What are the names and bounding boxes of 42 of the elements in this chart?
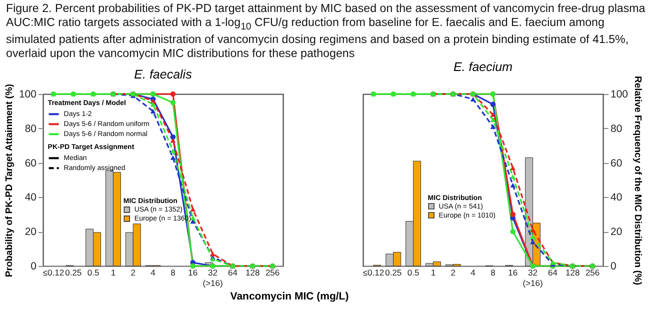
text: Figure 2. Percent probabilities of PK-PD target attainment by MIC based on the assessment of vancomycin free-drug plasma AUC:MIC ratio targets associated with a 1-log$_{10}$ CFU/g reduction from baseline for E. faecalis and E. faecium among simulated patients after administration of vancomycin dosing regimens and based on a protein binding estimate of 41.5%, overlaid upon the vancomycin MIC distributions for these pathogens — [5, 1, 646, 60]
x-tick-label: ≤0.12 — [362, 268, 384, 278]
y2-axis-title: Relative Frequency of the MIC Distribution (%) — [632, 76, 644, 286]
y-axis-title: Probability of PK-PD Target Attainment (%) — [4, 84, 15, 278]
x-tick-label: 0.25 — [385, 268, 402, 278]
y-tick-label: 0 — [30, 260, 37, 273]
y-tick-label: 40 — [24, 192, 37, 204]
x-tick-label: 8 — [490, 268, 496, 278]
chart-title: E. faecalis — [134, 68, 192, 82]
chart-title: E. faecium — [453, 60, 513, 74]
y2-tick-label: 0 — [610, 260, 616, 273]
x-tick-label: 4 — [150, 268, 156, 278]
y2-tick-label: 60 — [610, 158, 622, 170]
y2-tick-label: 20 — [610, 226, 622, 238]
y2-tick-label: 80 — [610, 123, 622, 136]
x-tick-label: 2 — [130, 268, 136, 278]
x-axis-title: Vancomycin MIC (mg/L) — [230, 290, 349, 303]
x-tick-label: 8 — [170, 268, 176, 278]
x-tick-label: 16 — [188, 268, 198, 278]
x-tick-label: 1 — [430, 268, 436, 278]
x-tick-label: 256 — [585, 268, 600, 278]
y-tick-label: 60 — [24, 158, 37, 170]
x-tick-label: 64 — [228, 268, 238, 278]
y-tick-label: 100 — [18, 88, 37, 101]
x-tick-label: 0.5 — [87, 268, 100, 278]
x-tick-label: 256 — [265, 268, 280, 278]
x-tick-label: 16 — [508, 268, 518, 278]
x-tick-label: 2 — [450, 268, 456, 278]
x-tick-label: ≤0.12 — [42, 268, 64, 278]
x-tick-label: 32 (>16) — [522, 268, 543, 288]
x-tick-label: 4 — [470, 268, 476, 278]
y2-tick-label: 40 — [610, 192, 622, 204]
y-tick-label: 20 — [24, 226, 37, 238]
x-tick-label: 128 — [566, 268, 580, 278]
x-tick-label: 0.5 — [407, 268, 420, 278]
x-tick-label: 0.25 — [65, 268, 82, 278]
x-tick-label: 64 — [548, 268, 558, 278]
x-tick-label: 32 (>16) — [202, 268, 223, 288]
y2-tick-label: 100 — [610, 88, 628, 101]
x-tick-label: 128 — [246, 268, 260, 278]
x-tick-label: 1 — [110, 268, 116, 278]
y-tick-label: 80 — [24, 123, 37, 136]
